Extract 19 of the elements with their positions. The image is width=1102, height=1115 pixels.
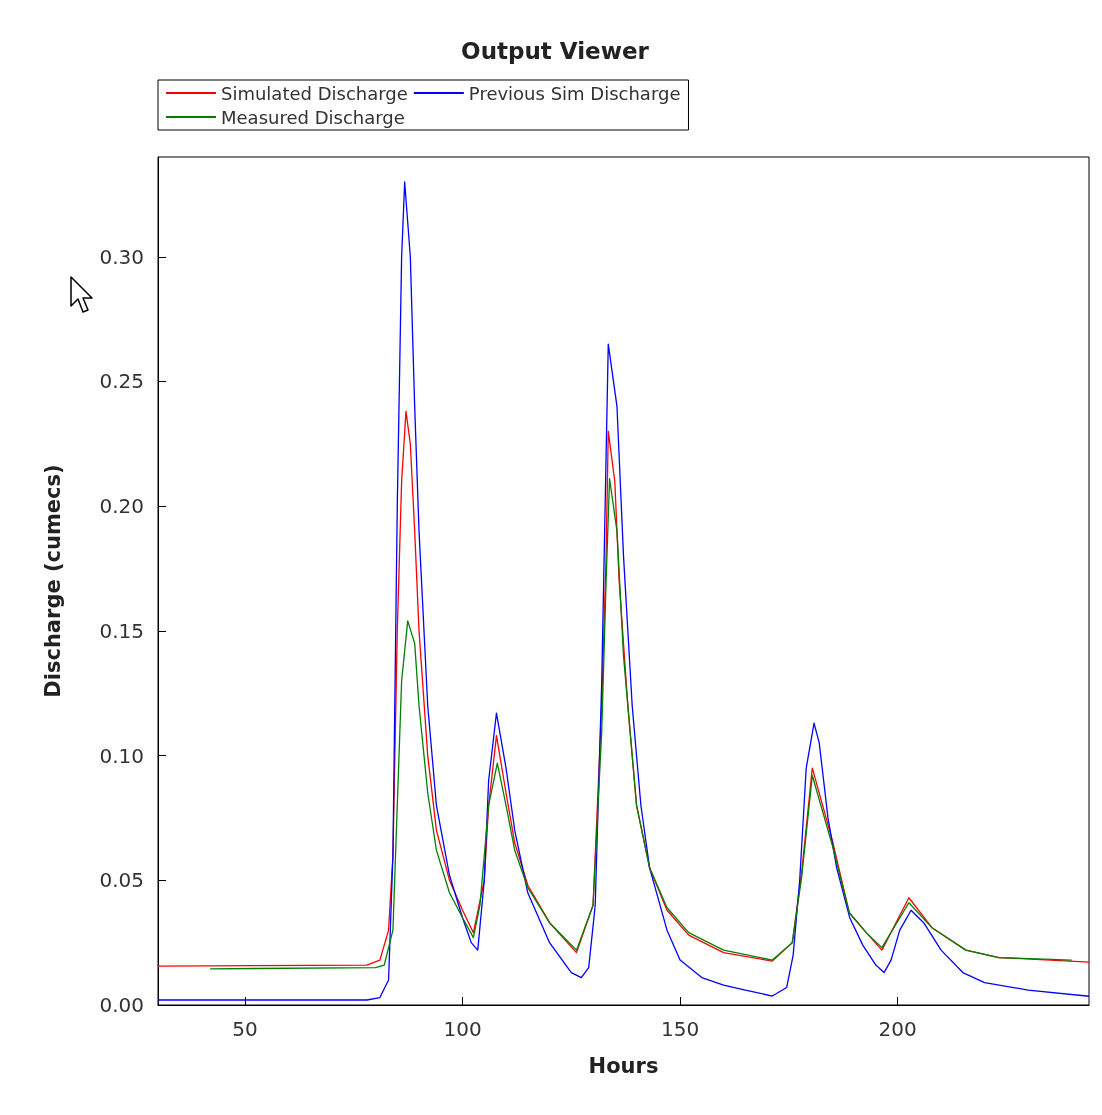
y-axis-title: Discharge (cumecs) xyxy=(40,464,65,698)
line-series xyxy=(157,181,1090,1001)
y-tick-label: 0.20 xyxy=(99,494,144,519)
x-tick-label: 200 xyxy=(878,1017,917,1041)
legend-label: Simulated Discharge xyxy=(221,82,408,104)
y-tick-label: 0.10 xyxy=(99,743,144,768)
y-tick-label: 0.30 xyxy=(99,244,144,269)
y-tick-label: 0.25 xyxy=(99,369,144,394)
legend-label: Measured Discharge xyxy=(221,106,405,128)
x-axis-title: Hours xyxy=(588,1053,659,1078)
x-tick-label: 100 xyxy=(443,1017,482,1041)
chart-title: Output Viewer xyxy=(461,37,650,64)
y-tick-label: 0.15 xyxy=(99,618,144,643)
x-tick-label: 150 xyxy=(660,1017,700,1041)
line-series xyxy=(209,478,1073,970)
legend-label: Previous Sim Discharge xyxy=(468,82,681,104)
x-tick-label: 50 xyxy=(232,1017,258,1041)
y-tick-label: 0.00 xyxy=(99,993,144,1017)
y-tick-label: 0.05 xyxy=(99,868,144,893)
